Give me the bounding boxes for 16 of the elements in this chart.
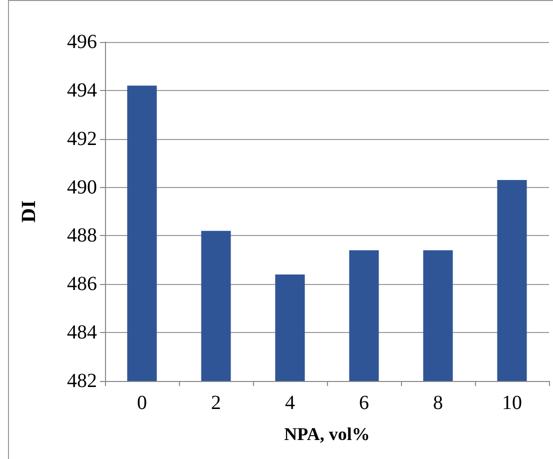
- x-tick-label: 6: [359, 392, 369, 414]
- y-tick-label: 492: [67, 128, 97, 150]
- x-tick-label: 0: [137, 392, 147, 414]
- y-tick-label: 488: [67, 224, 97, 247]
- x-tick-label: 10: [502, 392, 522, 414]
- y-tick-label: 494: [67, 79, 97, 102]
- y-tick-label: 482: [67, 370, 97, 392]
- y-tick-label: 490: [67, 176, 97, 198]
- y-tick-label: 486: [67, 273, 97, 296]
- y-tick-label: 496: [67, 31, 97, 53]
- y-tick-label: 484: [67, 322, 97, 344]
- x-axis-title: NPA, vol%: [284, 424, 370, 444]
- x-tick-label: 2: [211, 392, 221, 414]
- x-tick-label: 4: [285, 392, 295, 414]
- x-tick-label: 8: [433, 392, 443, 414]
- y-axis-title: DI: [18, 200, 40, 223]
